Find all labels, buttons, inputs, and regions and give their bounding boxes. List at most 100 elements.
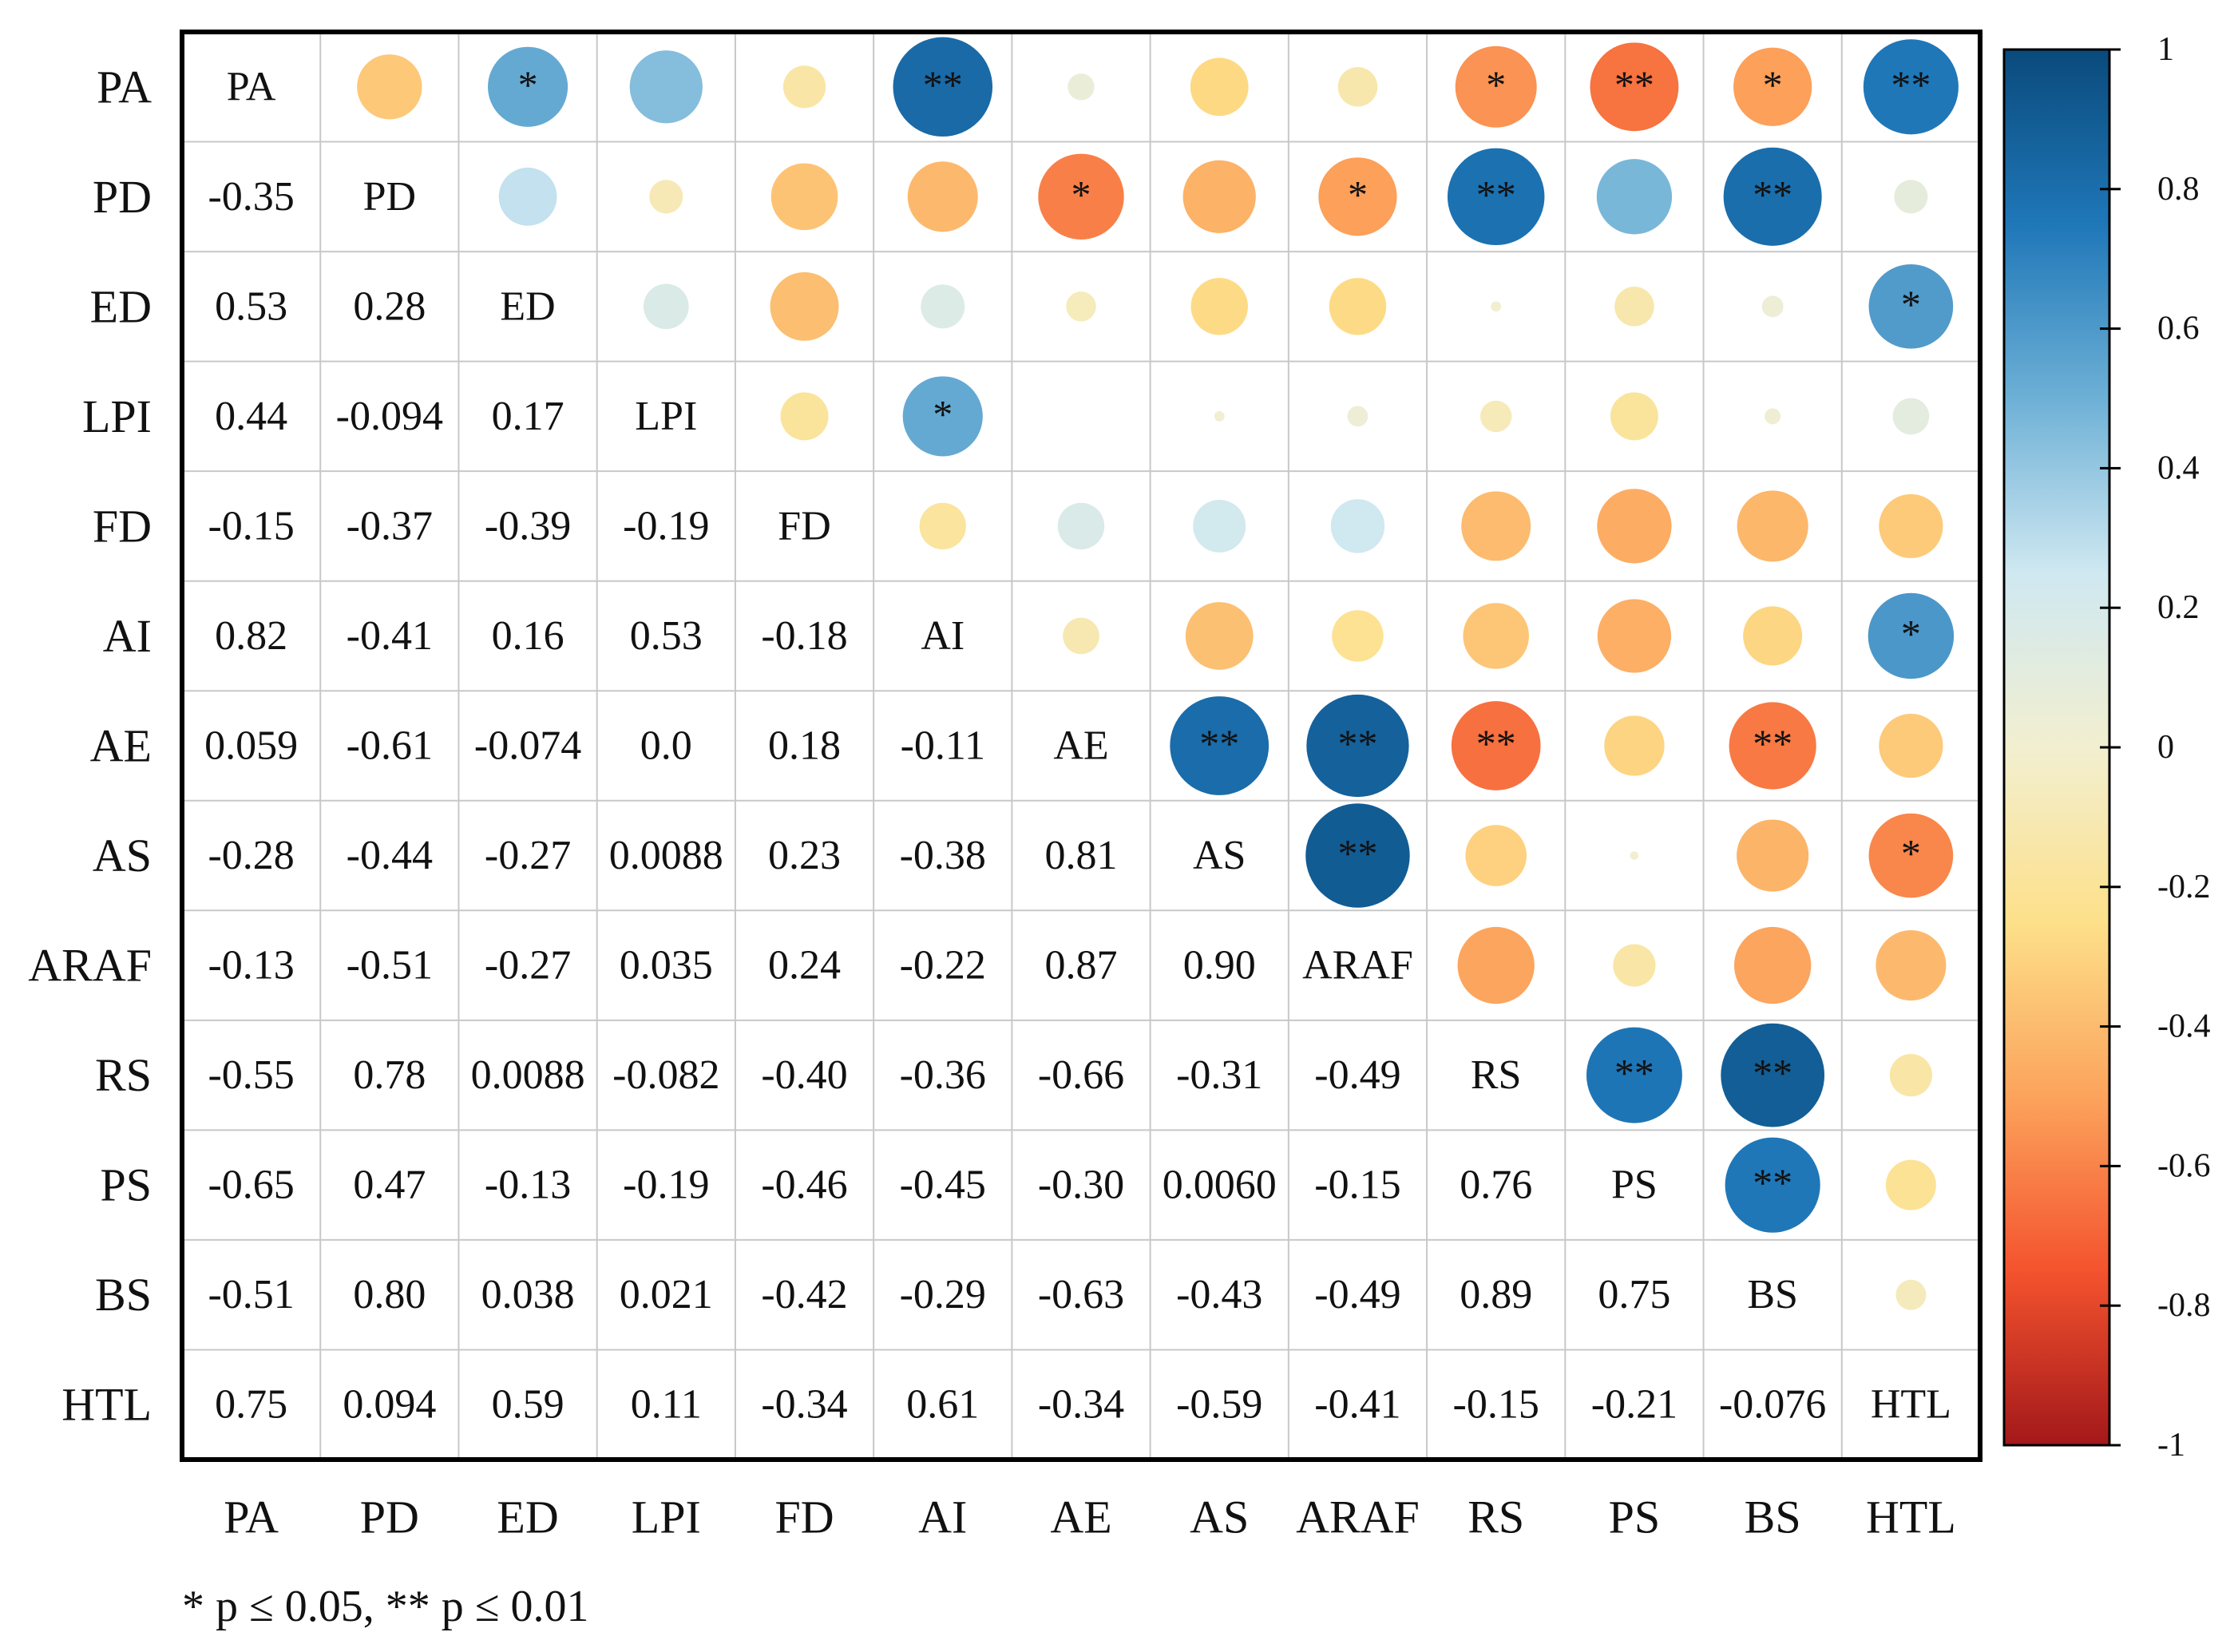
correlation-circle bbox=[629, 50, 703, 124]
correlation-value: -0.094 bbox=[336, 394, 443, 439]
correlation-circle bbox=[1597, 599, 1672, 673]
colorbar-tick-label: 0 bbox=[2157, 729, 2174, 766]
correlation-value: -0.18 bbox=[761, 613, 847, 659]
correlation-value: 0.75 bbox=[215, 1382, 287, 1428]
correlation-circle bbox=[1761, 295, 1784, 318]
correlation-value: -0.29 bbox=[900, 1272, 986, 1317]
correlation-circle bbox=[1604, 715, 1665, 776]
colorbar-tick-label: -1 bbox=[2157, 1427, 2185, 1464]
correlation-value: -0.66 bbox=[1038, 1052, 1124, 1098]
column-label: HTL bbox=[1866, 1492, 1956, 1543]
correlation-value: -0.13 bbox=[208, 943, 294, 988]
correlation-circle bbox=[780, 392, 829, 441]
correlation-value: -0.44 bbox=[347, 833, 433, 878]
correlation-value: 0.78 bbox=[353, 1052, 426, 1098]
correlation-circle bbox=[919, 502, 966, 550]
correlation-circle bbox=[1214, 410, 1225, 422]
diagonal-label: AS bbox=[1193, 833, 1246, 878]
correlation-value: -0.49 bbox=[1314, 1052, 1400, 1098]
correlation-value: 0.094 bbox=[343, 1382, 436, 1428]
correlation-circle bbox=[1305, 803, 1410, 908]
colorbar-tick-label: -0.6 bbox=[2157, 1147, 2211, 1184]
correlation-circle bbox=[1885, 1159, 1936, 1210]
diagonal-label: AE bbox=[1053, 723, 1108, 769]
diagonal-label: PS bbox=[1611, 1163, 1658, 1208]
correlation-value: -0.21 bbox=[1591, 1382, 1678, 1428]
significance-marker: ** bbox=[1199, 721, 1239, 766]
correlation-value: -0.37 bbox=[347, 503, 433, 549]
correlation-value: 0.82 bbox=[215, 613, 287, 659]
colorbar-tick-label: -0.8 bbox=[2157, 1287, 2211, 1324]
correlation-circle bbox=[1332, 610, 1384, 662]
correlation-circle bbox=[770, 271, 839, 341]
significance-marker: ** bbox=[1753, 721, 1792, 766]
correlation-value: 0.021 bbox=[620, 1272, 713, 1317]
diagonal-label: ED bbox=[500, 283, 555, 329]
correlation-value: -0.27 bbox=[485, 833, 571, 878]
correlation-circle bbox=[498, 167, 557, 226]
correlation-value: -0.19 bbox=[623, 503, 709, 549]
correlation-circle bbox=[1876, 930, 1947, 1001]
correlation-value: -0.082 bbox=[612, 1052, 719, 1098]
correlation-circle bbox=[643, 283, 689, 330]
correlation-value: -0.38 bbox=[900, 833, 986, 878]
column-label: RS bbox=[1468, 1492, 1524, 1543]
correlation-circle bbox=[1306, 694, 1409, 798]
correlation-value: -0.34 bbox=[761, 1382, 847, 1428]
significance-marker: ** bbox=[1337, 831, 1377, 876]
correlation-circle bbox=[1879, 493, 1943, 559]
diagonal-label: LPI bbox=[635, 394, 697, 439]
correlation-circle bbox=[1895, 1279, 1927, 1310]
correlation-value: -0.41 bbox=[347, 613, 433, 659]
correlation-circle bbox=[1894, 180, 1928, 214]
correlation-circle bbox=[1586, 1027, 1682, 1123]
correlation-circle bbox=[1868, 813, 1954, 898]
correlation-circle bbox=[1743, 606, 1803, 666]
correlation-value: -0.13 bbox=[485, 1163, 571, 1208]
correlation-value: -0.55 bbox=[208, 1052, 294, 1098]
correlation-value: -0.59 bbox=[1176, 1382, 1262, 1428]
correlation-value: 0.76 bbox=[1460, 1163, 1532, 1208]
correlation-circle bbox=[1737, 819, 1809, 892]
diagonal-label: ARAF bbox=[1302, 943, 1413, 988]
correlation-circle bbox=[902, 376, 983, 457]
correlation-circle bbox=[1630, 851, 1639, 860]
correlation-circle bbox=[1337, 66, 1378, 107]
correlation-value: 0.18 bbox=[768, 723, 841, 769]
correlation-circle bbox=[1721, 1023, 1825, 1127]
row-label: HTL bbox=[61, 1379, 152, 1431]
correlation-value: 0.11 bbox=[631, 1382, 702, 1428]
correlation-value: -0.19 bbox=[623, 1163, 709, 1208]
diagonal-label: AI bbox=[921, 613, 965, 659]
correlation-value: 0.53 bbox=[215, 283, 287, 329]
correlation-value: -0.41 bbox=[1314, 1382, 1400, 1428]
correlation-value: 0.17 bbox=[492, 394, 564, 439]
significance-marker: ** bbox=[923, 62, 963, 107]
correlation-circle bbox=[1066, 291, 1096, 322]
correlation-value: 0.035 bbox=[620, 943, 713, 988]
correlation-value: -0.61 bbox=[347, 723, 433, 769]
significance-footnote: * p ≤ 0.05, ** p ≤ 0.01 bbox=[182, 1582, 588, 1631]
significance-marker: * bbox=[1486, 62, 1506, 107]
correlation-circle bbox=[770, 163, 838, 231]
correlation-value: -0.22 bbox=[900, 943, 986, 988]
correlation-value: -0.30 bbox=[1038, 1163, 1124, 1208]
correlation-circle bbox=[1733, 47, 1812, 126]
correlation-value: -0.35 bbox=[208, 174, 294, 220]
significance-marker: ** bbox=[1337, 721, 1377, 766]
significance-marker: * bbox=[1901, 831, 1921, 876]
correlation-circle bbox=[649, 180, 683, 214]
correlation-value: -0.65 bbox=[208, 1163, 294, 1208]
colorbar-tick-label: 0.4 bbox=[2157, 450, 2200, 486]
correlation-circle bbox=[1063, 617, 1099, 655]
correlation-circle bbox=[1347, 406, 1369, 427]
correlation-value: -0.15 bbox=[208, 503, 294, 549]
row-label: AI bbox=[103, 610, 152, 662]
significance-marker: * bbox=[518, 62, 538, 107]
correlation-value: 0.28 bbox=[353, 283, 426, 329]
correlation-value: 0.23 bbox=[768, 833, 841, 878]
correlation-circle bbox=[1725, 1137, 1820, 1233]
correlation-value: -0.34 bbox=[1038, 1382, 1124, 1428]
row-label: FD bbox=[93, 500, 152, 552]
